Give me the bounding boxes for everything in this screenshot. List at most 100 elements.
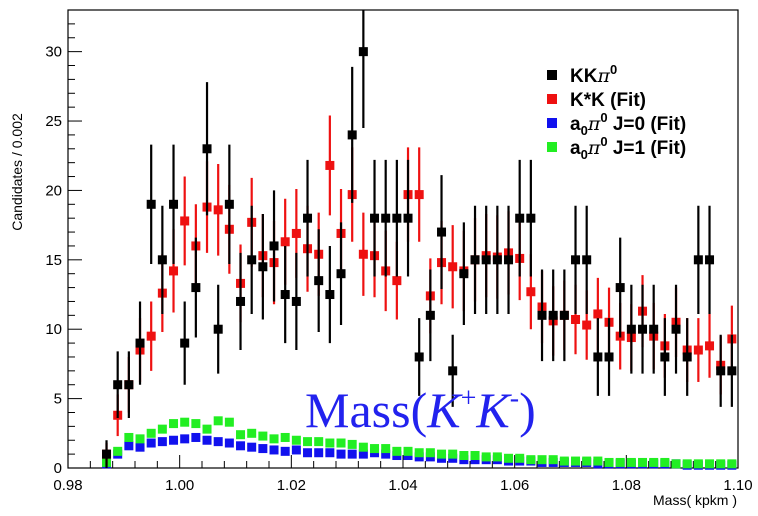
data-point [280, 432, 290, 442]
data-point [571, 314, 581, 324]
data-point [638, 324, 648, 334]
data-point [124, 441, 134, 451]
legend-marker [547, 142, 557, 152]
y-tick-label: 25 [45, 113, 62, 130]
data-point [649, 324, 659, 334]
data-point [481, 255, 491, 265]
data-point [146, 199, 156, 209]
data-point [392, 276, 402, 286]
data-point [671, 324, 681, 334]
data-point [224, 199, 234, 209]
data-point [381, 444, 391, 454]
data-point [314, 276, 324, 286]
data-point [593, 456, 603, 466]
data-point [303, 437, 313, 447]
data-point [336, 438, 346, 448]
data-point [113, 380, 123, 390]
x-axis: 0.98 1.00 1.02 1.04 1.06 1.08 1.10 [53, 455, 753, 494]
data-point [481, 452, 491, 462]
data-point [705, 341, 715, 351]
data-point [347, 449, 357, 459]
data-point [448, 366, 458, 376]
data-point [358, 442, 368, 452]
data-point [448, 449, 458, 459]
legend-marker [547, 94, 557, 104]
y-axis: 0 5 10 15 20 25 30 [45, 9, 82, 477]
data-point [660, 457, 670, 467]
data-point [526, 213, 536, 223]
data-point [202, 435, 212, 445]
data-point [224, 417, 234, 427]
data-point [526, 455, 536, 465]
data-point [615, 457, 625, 467]
data-point [470, 255, 480, 265]
data-point [425, 448, 435, 458]
data-point [325, 160, 335, 170]
data-point [571, 456, 581, 466]
data-point [705, 255, 715, 265]
data-point [157, 424, 167, 434]
legend-item: a0π0 J=1 (Fit) [547, 134, 686, 162]
data-point [213, 437, 223, 447]
data-point [582, 456, 592, 466]
data-point [559, 456, 569, 466]
y-tick-label: 30 [45, 44, 62, 61]
data-point [604, 457, 614, 467]
data-point [381, 449, 391, 459]
data-point [180, 338, 190, 348]
data-point [169, 435, 179, 445]
data-point [202, 144, 212, 154]
data-point [358, 47, 368, 57]
legend-marker [547, 70, 557, 80]
data-point [358, 449, 368, 459]
legend-label: a0π0 J=1 (Fit) [570, 134, 686, 162]
data-series [102, 10, 737, 470]
data-point [437, 227, 447, 237]
data-point [247, 428, 257, 438]
data-point [582, 255, 592, 265]
data-point [693, 459, 703, 469]
y-axis-label: Candidates / 0.002 [9, 113, 25, 231]
data-point [291, 435, 301, 445]
data-point [191, 432, 201, 442]
x-tick-label: 1.10 [723, 477, 752, 494]
data-point [258, 262, 268, 272]
data-point [303, 213, 313, 223]
data-point [236, 430, 246, 440]
data-point [247, 442, 257, 452]
data-point [213, 205, 223, 215]
legend-item: K*K (Fit) [547, 90, 646, 111]
data-point [470, 451, 480, 461]
data-point [291, 296, 301, 306]
data-point [604, 352, 614, 362]
x-tick-label: 1.00 [165, 477, 194, 494]
data-point [113, 446, 123, 456]
data-point [280, 290, 290, 300]
data-point [414, 352, 424, 362]
x-tick-label: 1.04 [388, 477, 417, 494]
data-point [347, 439, 357, 449]
data-point [280, 237, 290, 247]
data-point [146, 428, 156, 438]
legend: KKπ0 K*K (Fit)a0π0 J=0 (Fit)a0π0 J=1 (Fit… [547, 62, 686, 162]
data-point [693, 255, 703, 265]
mass-annotation: Mass(K+K-) [305, 382, 536, 438]
data-point [336, 269, 346, 279]
data-point [336, 449, 346, 459]
data-point [504, 453, 514, 463]
data-point [169, 419, 179, 429]
data-point [358, 249, 368, 259]
data-point [291, 445, 301, 455]
data-point [693, 345, 703, 355]
data-point [727, 459, 737, 469]
data-point [626, 324, 636, 334]
data-point [213, 324, 223, 334]
data-point [135, 442, 145, 452]
legend-marker [547, 118, 557, 128]
data-point [515, 453, 525, 463]
data-point [258, 431, 268, 441]
data-point [124, 432, 134, 442]
data-point [314, 448, 324, 458]
data-point [191, 283, 201, 293]
